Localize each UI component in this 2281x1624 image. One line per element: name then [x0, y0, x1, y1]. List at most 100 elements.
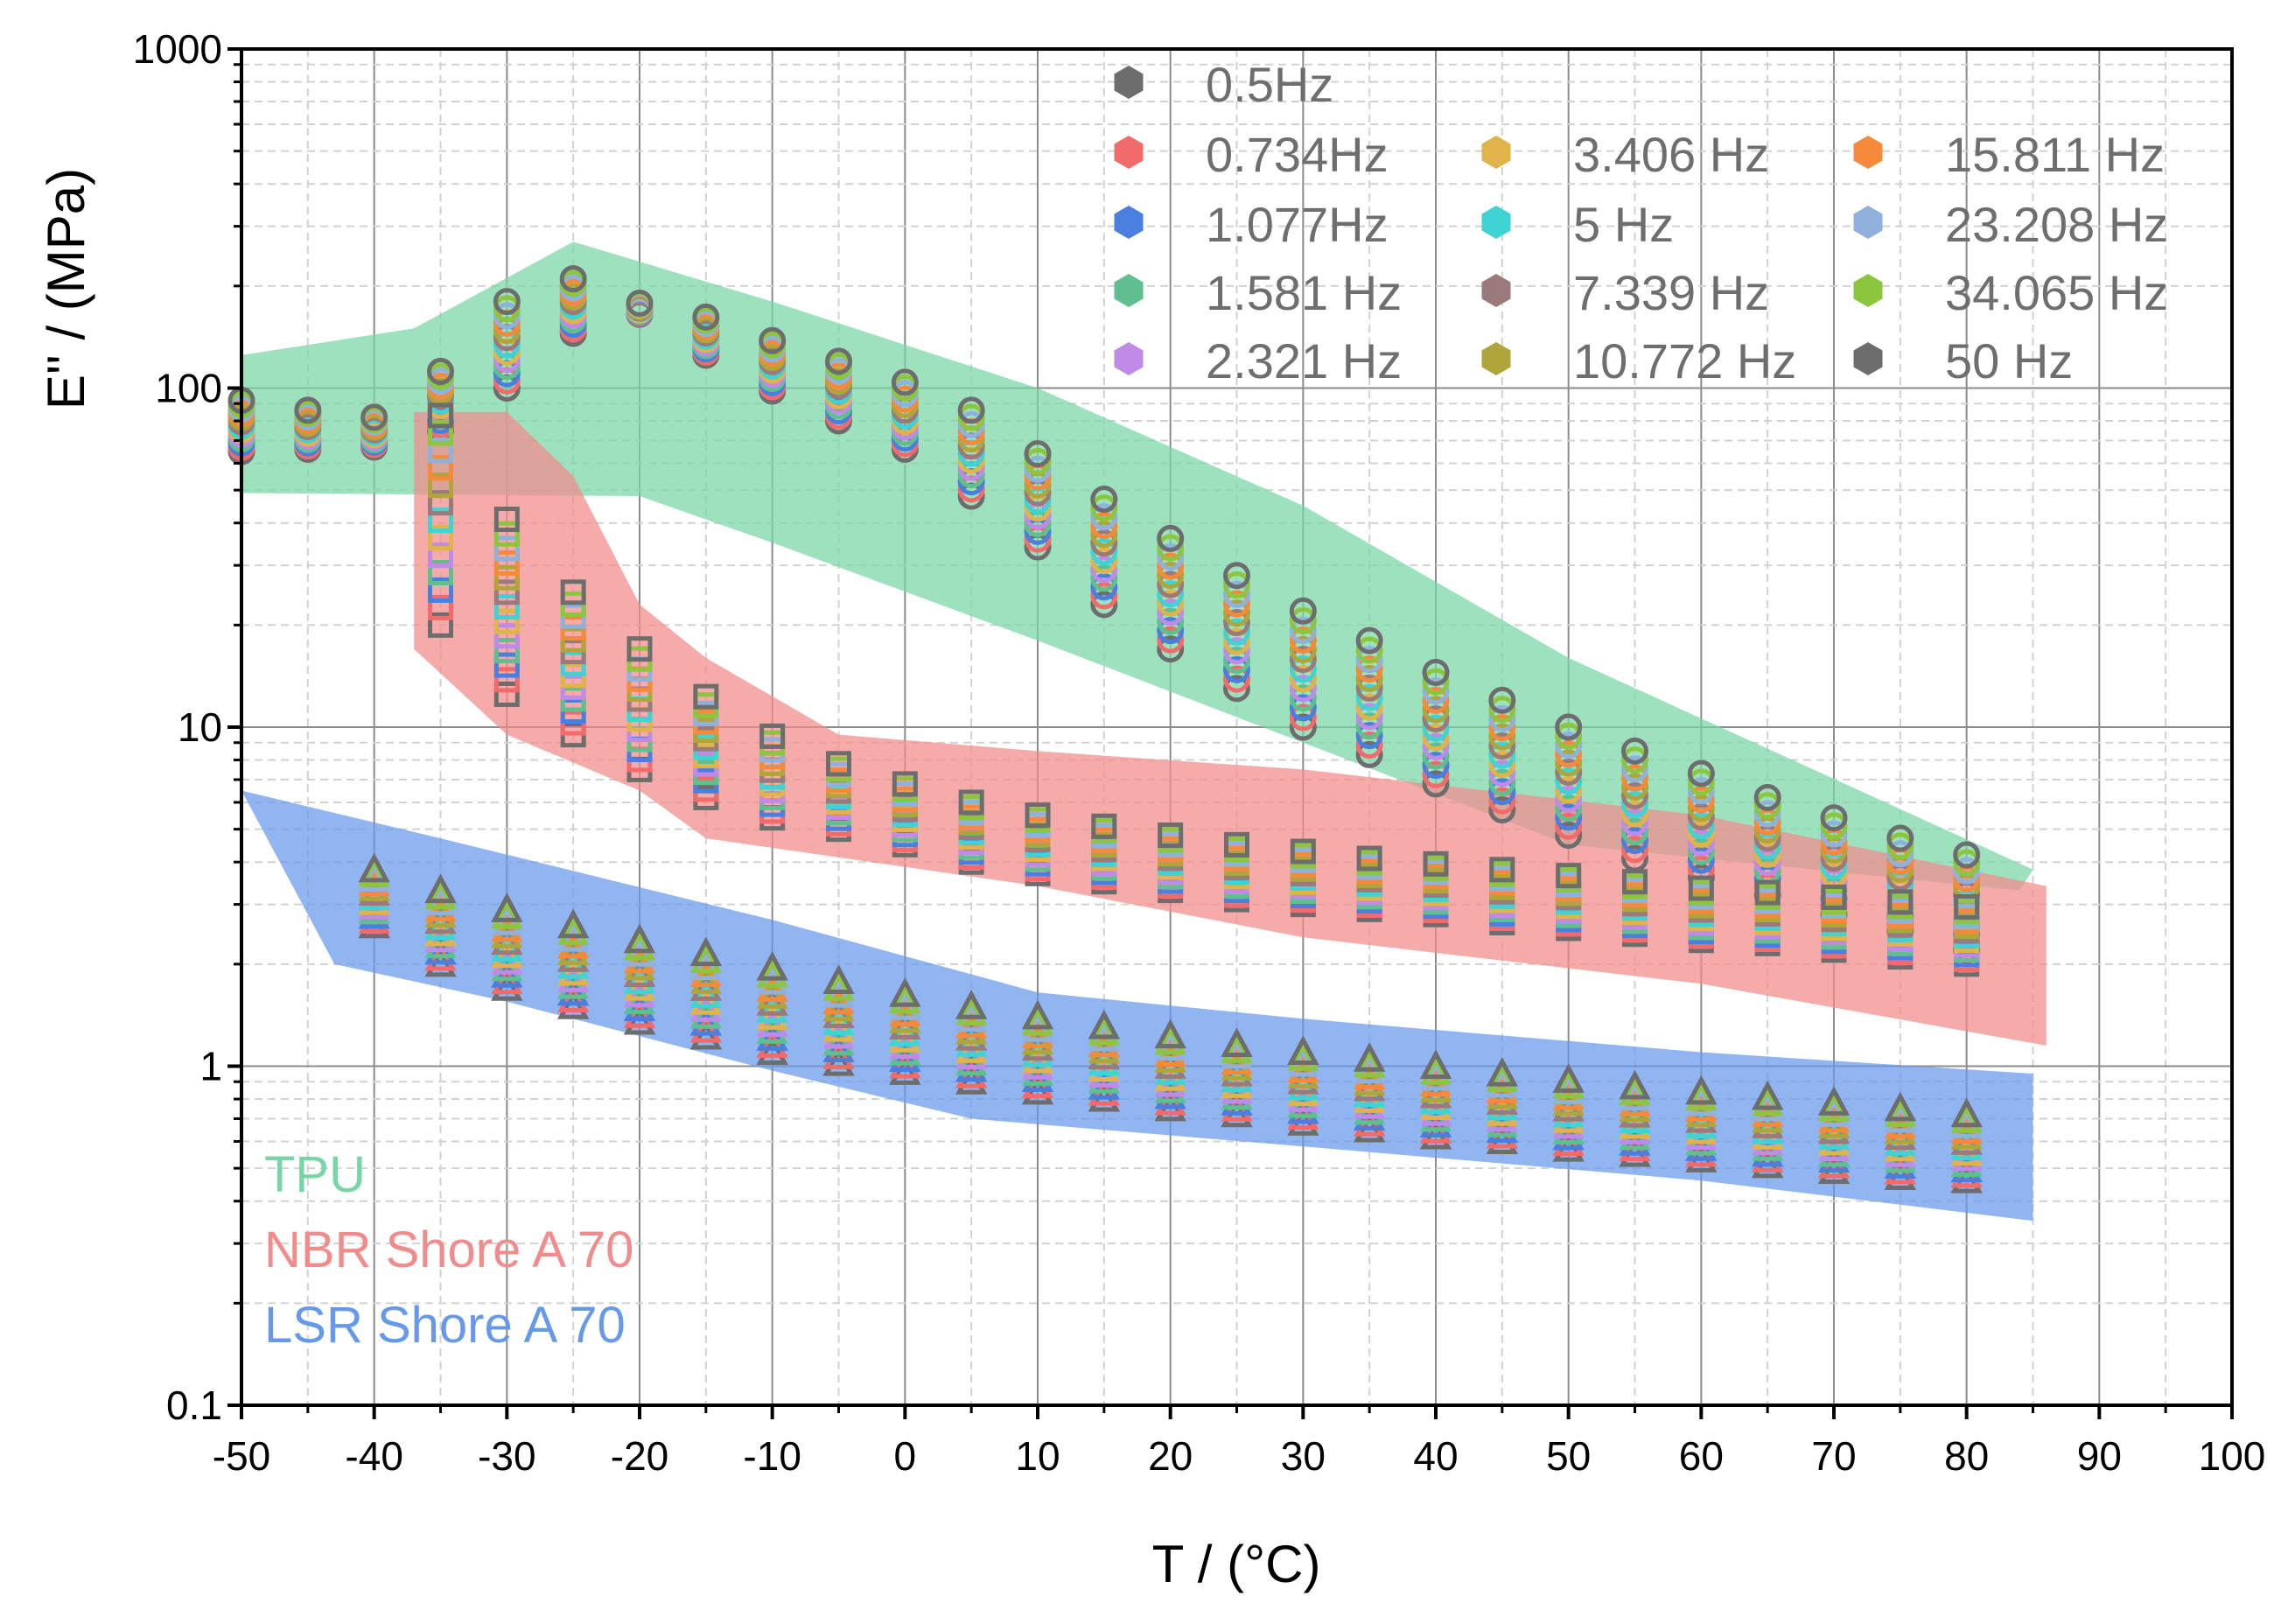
data-point — [1289, 626, 1317, 654]
data-point — [1621, 746, 1648, 774]
data-point — [1488, 750, 1516, 778]
data-point — [493, 608, 520, 634]
data-point — [493, 288, 521, 316]
data-point — [1024, 440, 1052, 468]
data-point — [1154, 1025, 1186, 1055]
data-point — [955, 996, 988, 1026]
data-point — [1157, 542, 1185, 570]
data-point — [493, 550, 520, 577]
data-point — [822, 970, 855, 1001]
data-point — [1090, 494, 1118, 522]
data-point — [623, 923, 656, 954]
data-point — [360, 403, 388, 431]
data-point — [1555, 812, 1583, 840]
legend-hexagon-icon — [1114, 136, 1144, 169]
data-point — [1817, 1091, 1851, 1122]
legend-label: 0.734Hz — [1206, 127, 1389, 182]
data-point — [1289, 694, 1317, 722]
data-point — [1886, 832, 1914, 860]
data-point — [1422, 732, 1450, 760]
data-point — [1753, 800, 1781, 828]
legend-label: 0.5Hz — [1206, 57, 1333, 112]
data-point — [1088, 1009, 1121, 1040]
data-point — [889, 984, 921, 1014]
data-point — [1622, 869, 1648, 895]
data-point — [1820, 812, 1848, 840]
data-point — [1422, 696, 1450, 724]
data-point — [1223, 627, 1250, 655]
data-point — [1422, 760, 1450, 788]
x-tick-label: 100 — [2199, 1433, 2266, 1479]
data-point — [822, 1032, 855, 1063]
data-point — [1555, 822, 1583, 850]
series-nbr — [428, 402, 1980, 977]
data-point — [1289, 616, 1317, 644]
data-point — [1555, 758, 1583, 786]
data-point — [889, 977, 921, 1007]
data-point — [623, 984, 656, 1015]
data-point — [428, 594, 453, 620]
data-point — [1488, 741, 1516, 769]
band-tpu — [241, 242, 2033, 891]
data-point — [1621, 773, 1648, 801]
data-point — [1687, 820, 1715, 848]
data-point — [1886, 824, 1914, 852]
data-point — [294, 396, 322, 424]
data-point — [1221, 1027, 1253, 1058]
data-point — [1021, 1005, 1054, 1036]
data-point — [1884, 1097, 1917, 1127]
data-point — [1486, 1062, 1519, 1093]
data-point — [1287, 1040, 1319, 1071]
legend-label: 1.077Hz — [1206, 197, 1389, 252]
data-point — [1556, 863, 1582, 889]
legend-hexagon-icon — [1481, 206, 1511, 239]
data-point — [689, 964, 723, 994]
data-point — [1090, 486, 1118, 514]
legend-label: 5 Hz — [1573, 197, 1674, 252]
data-point — [1422, 742, 1450, 770]
data-point — [1154, 1018, 1186, 1049]
data-point — [1753, 783, 1781, 811]
y-tick-label: 1000 — [133, 26, 222, 72]
axis-ticks — [227, 47, 2234, 1419]
legend-item: 1.077Hz — [1114, 197, 1389, 252]
data-point — [1688, 875, 1714, 901]
x-tick-label: 50 — [1546, 1433, 1591, 1479]
legend-hexagon-icon — [1481, 136, 1511, 169]
legend-hexagon-icon — [1114, 342, 1144, 375]
data-point — [1090, 547, 1118, 575]
data-point — [493, 521, 520, 547]
legend-item: 50 Hz — [1853, 333, 2073, 388]
data-point — [1687, 811, 1715, 839]
data-point — [1223, 655, 1250, 683]
x-axis-title: T / (°C) — [1152, 1535, 1321, 1593]
data-point — [1157, 635, 1185, 663]
x-tick-label: -40 — [345, 1433, 402, 1479]
data-point — [491, 892, 523, 922]
legend-item: 2.321 Hz — [1114, 333, 1402, 388]
data-point — [689, 991, 723, 1022]
data-point — [689, 957, 723, 988]
x-tick-label: 70 — [1811, 1433, 1856, 1479]
data-point — [428, 542, 453, 569]
data-point — [1687, 846, 1715, 874]
data-point — [1091, 813, 1117, 839]
legend-item: 10.772 Hz — [1481, 333, 1796, 388]
data-point — [1621, 791, 1648, 819]
data-point — [424, 873, 457, 904]
data-point — [1355, 693, 1383, 721]
series-tpu — [227, 265, 1981, 964]
data-point — [1157, 570, 1185, 598]
data-point — [1422, 686, 1450, 714]
data-point — [689, 950, 723, 981]
data-point — [1621, 827, 1648, 855]
data-point — [1488, 768, 1516, 796]
data-point — [1422, 714, 1450, 742]
data-point — [427, 357, 454, 385]
data-point — [1488, 778, 1516, 806]
data-point — [1488, 696, 1516, 724]
data-point — [822, 991, 855, 1022]
legend-item: 7.339 Hz — [1481, 265, 1769, 320]
legend-label: 2.321 Hz — [1206, 333, 1402, 388]
data-point — [1489, 857, 1515, 883]
